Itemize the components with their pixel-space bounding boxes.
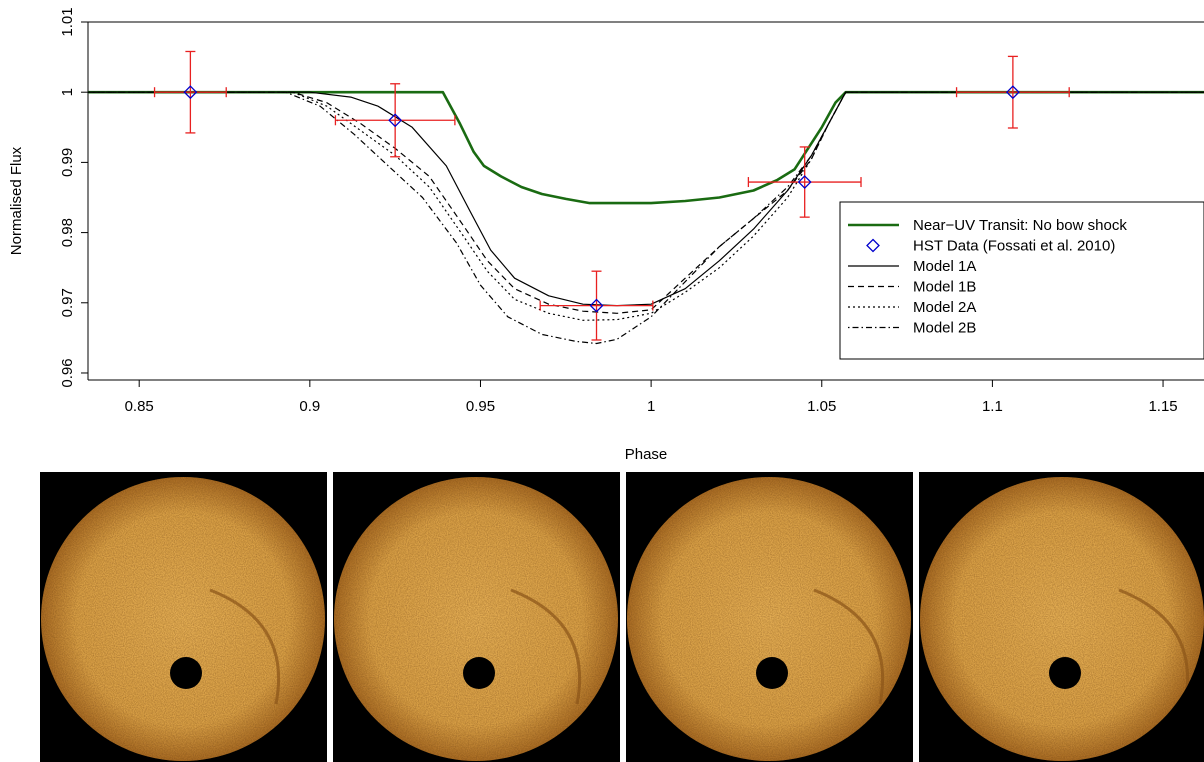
axes: 0.85 0.9 0.95 1 1.05 1.1 1.15 0.96 0.97 0.98 0.99 1…: [59, 7, 1204, 415]
transit-frame-1: [40, 472, 327, 762]
x-tick-label: 0.9: [299, 398, 320, 415]
granulation-texture: [920, 477, 1204, 761]
legend-entry: Model 2A: [913, 299, 976, 316]
diamond-marker: [589, 298, 604, 313]
legend-entry: Model 2B: [913, 320, 976, 337]
transit-frame-4: [919, 472, 1204, 762]
transit-image-strip: [40, 472, 1204, 762]
series-model-2a: [88, 91, 1204, 321]
x-axis-label: Phase: [625, 446, 668, 463]
y-tick-label: 0.98: [59, 218, 76, 247]
bow-shock-arc: [510, 588, 582, 705]
x-tick-label: 1: [647, 398, 655, 415]
transit-frame-svg: [333, 472, 620, 762]
hst-data-point: [334, 83, 456, 158]
planet-disk: [756, 657, 788, 689]
hst-data-point: [955, 55, 1070, 129]
y-tick-label: 0.99: [59, 148, 76, 177]
hst-data-point: [539, 270, 654, 341]
series-model-2b: [88, 91, 1204, 345]
planet-disk: [170, 657, 202, 689]
y-tick-label: 1: [59, 88, 76, 96]
diamond-marker: [183, 85, 198, 100]
legend-entry: Model 1A: [913, 258, 976, 275]
y-tick-label: 0.96: [59, 358, 76, 387]
series-model-1a: [88, 91, 1204, 307]
legend-entry: HST Data (Fossati et al. 2010): [913, 238, 1115, 255]
bow-shock-arc: [209, 588, 281, 705]
diamond-marker: [1005, 85, 1020, 100]
diamond-marker: [388, 113, 403, 128]
hst-data-point: [747, 146, 862, 218]
granulation-texture: [627, 477, 911, 761]
legend-box: [839, 201, 1204, 360]
hst-data-layer: [153, 50, 1070, 341]
x-tick-label: 0.85: [125, 398, 154, 415]
planet-disk: [463, 657, 495, 689]
hst-data-point: [153, 50, 227, 134]
x-tick-label: 1.05: [807, 398, 836, 415]
y-tick-label: 0.97: [59, 288, 76, 317]
transit-frame-svg: [919, 472, 1204, 762]
transit-frame-3: [626, 472, 913, 762]
planet-disk: [1049, 657, 1081, 689]
bow-shock-arc: [1118, 588, 1190, 705]
x-tick-label: 0.95: [466, 398, 495, 415]
y-axis-label: Normalised Flux: [8, 146, 25, 255]
transit-frame-2: [333, 472, 620, 762]
legend-entry: Model 1B: [913, 279, 976, 296]
transit-frame-svg: [626, 472, 913, 762]
legend-entry: Near−UV Transit: No bow shock: [913, 217, 1127, 234]
bow-shock-arc: [813, 588, 885, 705]
transit-frame-svg: [40, 472, 327, 762]
series-model-1b: [88, 91, 1204, 314]
legend-key-diamond: [866, 238, 880, 253]
x-tick-label: 1.15: [1148, 398, 1177, 415]
series-near-uv-transit-no-bow-shock: [88, 90, 1204, 205]
x-tick-label: 1.1: [982, 398, 1003, 415]
series-layer: [88, 90, 1204, 345]
transit-chart: 0.85 0.9 0.95 1 1.05 1.1 1.15 0.96 0.97 0.98 0.99 1…: [8, 7, 1204, 463]
granulation-texture: [41, 477, 325, 761]
y-tick-label: 1.01: [59, 7, 76, 36]
granulation-texture: [334, 477, 618, 761]
diamond-marker: [797, 175, 812, 189]
legend: Near−UV Transit: No bow shock HST Data (F…: [839, 201, 1204, 360]
